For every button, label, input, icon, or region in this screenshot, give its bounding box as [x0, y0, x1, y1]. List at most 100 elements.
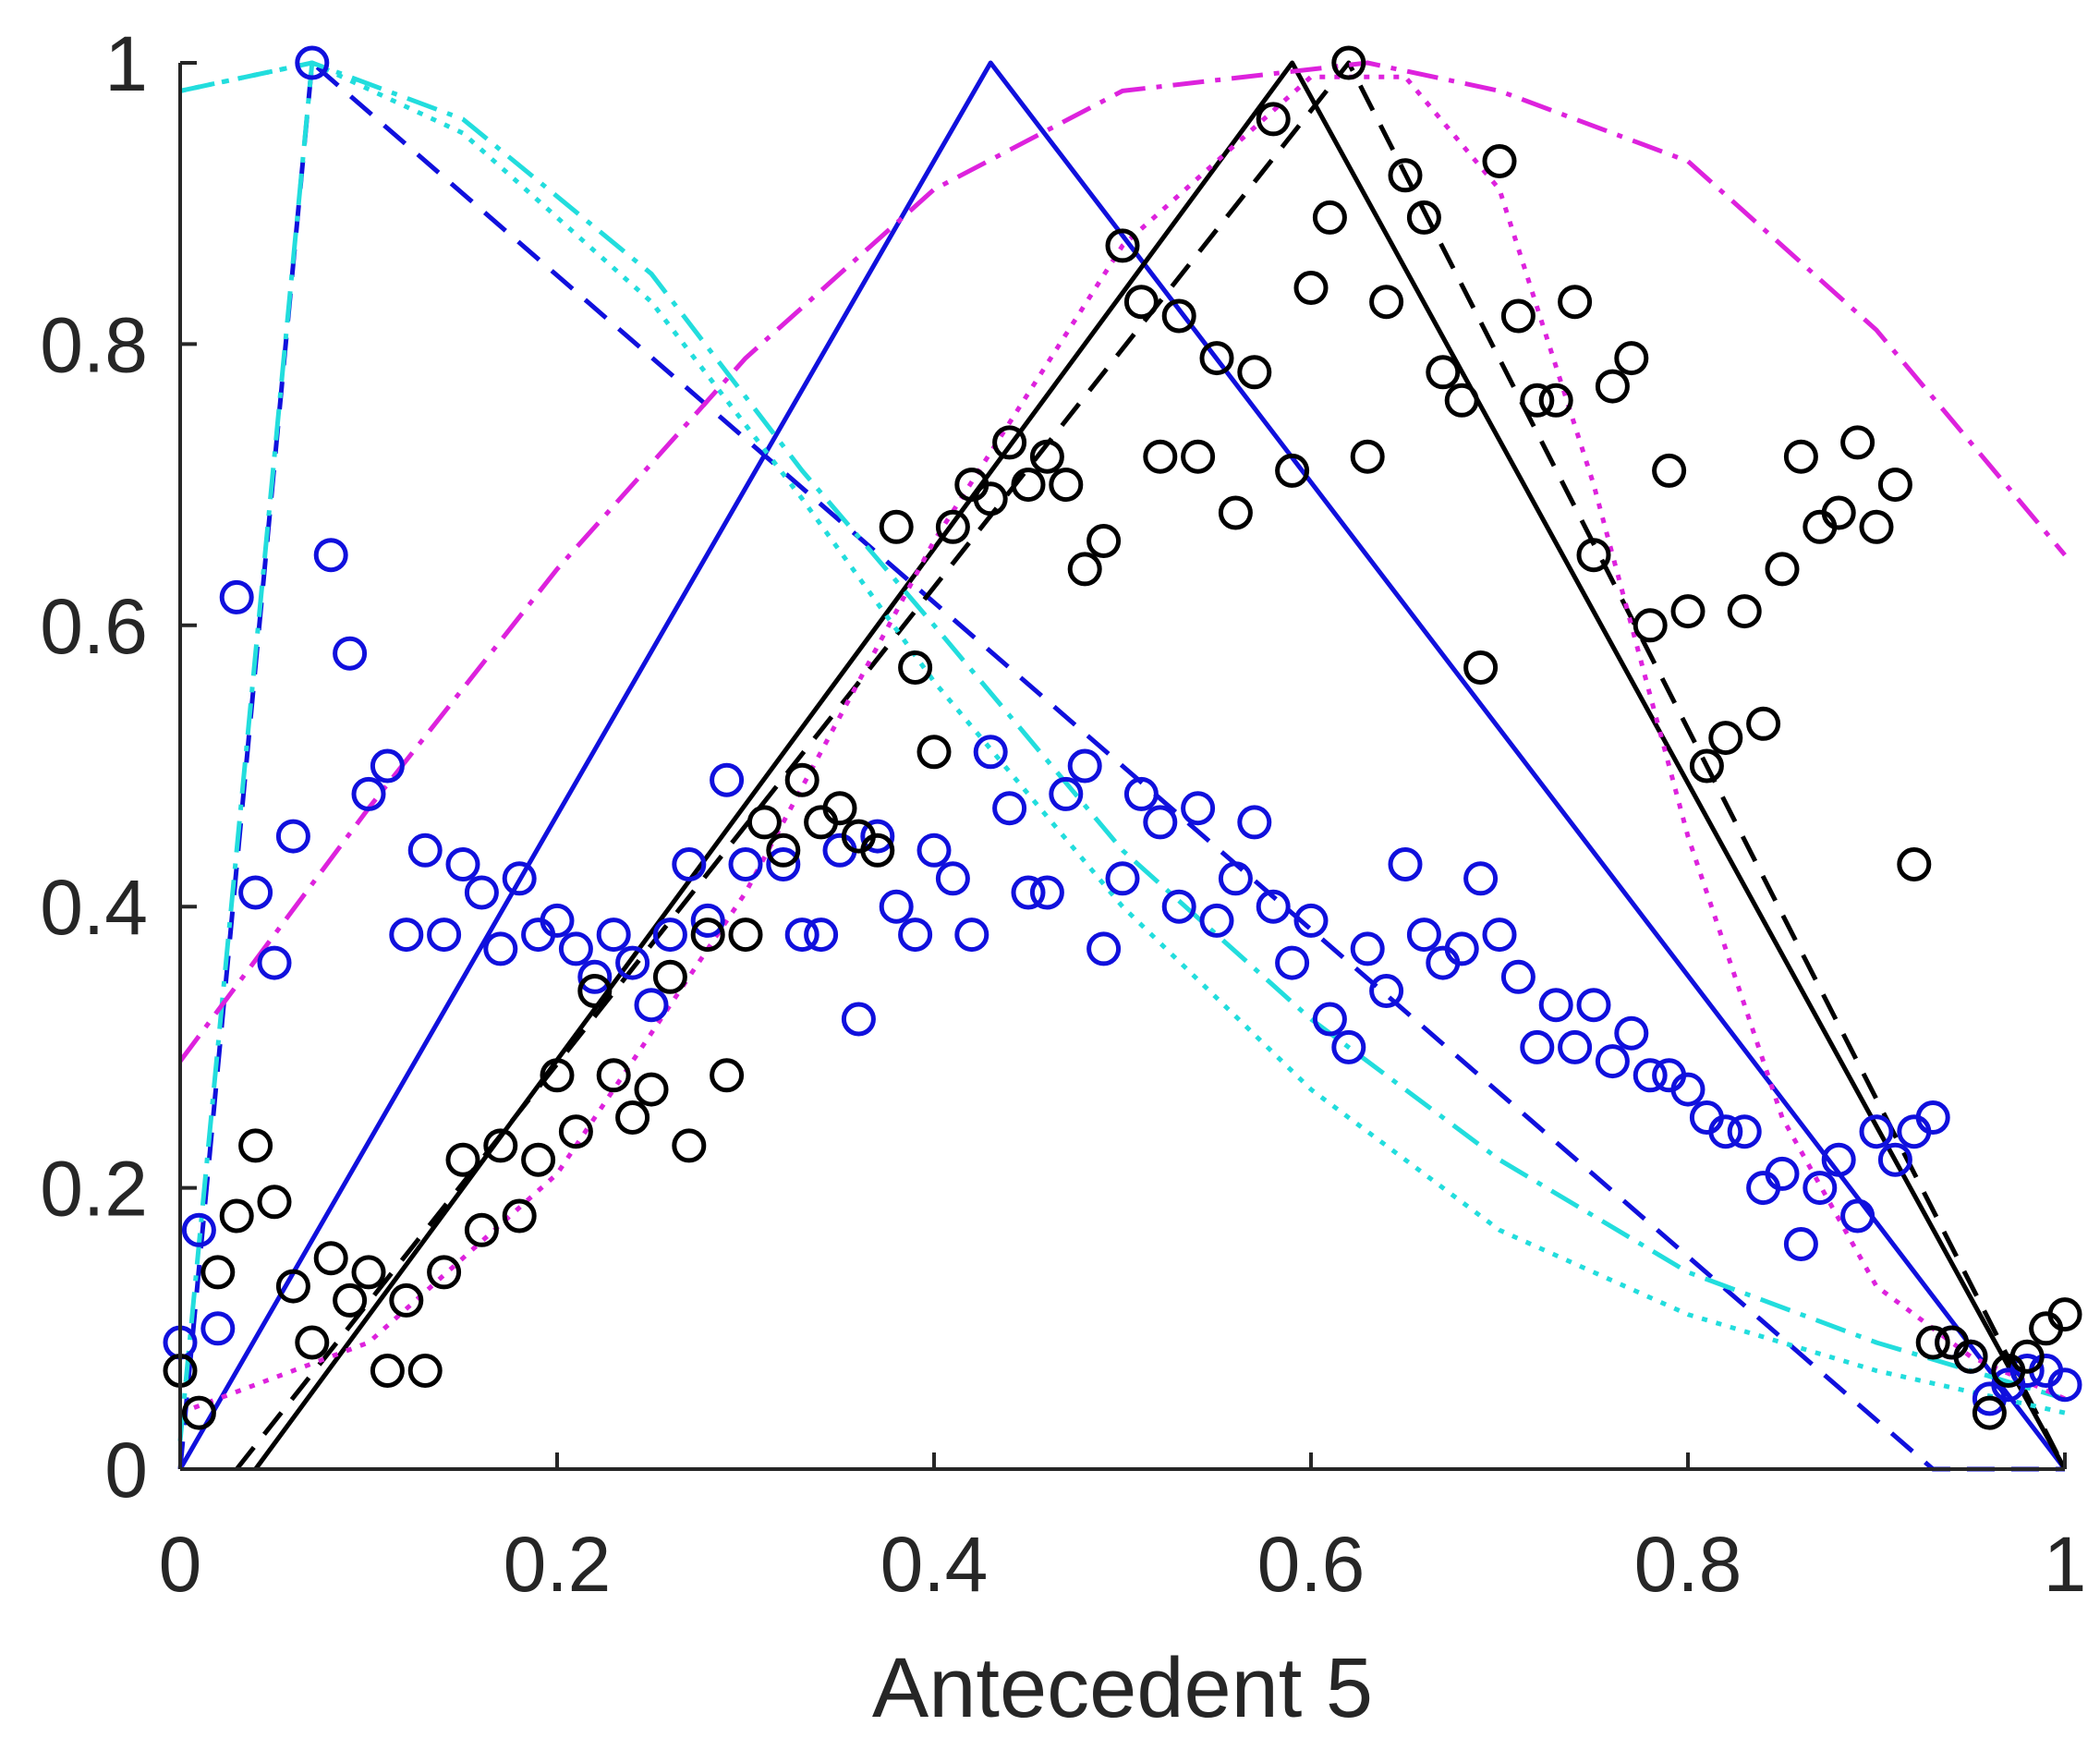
cyan-gaussian-2-line	[179, 60, 2066, 1416]
blue-data-point-36	[860, 819, 895, 854]
blue-data-point-21	[558, 931, 593, 966]
black-data-point-100	[2047, 1297, 2082, 1332]
cyan-steep-rise-line	[177, 62, 315, 1441]
black-data-point-5	[257, 1185, 292, 1220]
blue-data-point-18	[502, 861, 537, 896]
blue-data-point-81	[1708, 1114, 1743, 1149]
blue-data-point-4	[238, 875, 273, 910]
black-data-point-28	[690, 918, 725, 953]
black-solid-triangle-line	[253, 60, 2068, 1471]
blue-data-point-62	[1350, 931, 1385, 966]
black-data-point-15	[445, 1142, 480, 1177]
blue-data-point-43	[992, 791, 1027, 826]
blue-data-point-3	[219, 579, 254, 614]
blue-data-point-35	[841, 1002, 876, 1037]
black-data-point-58	[1256, 102, 1291, 137]
black-data-point-82	[1708, 721, 1743, 756]
black-data-point-89	[1840, 425, 1875, 460]
y-tick-label-1: 0.2	[40, 1146, 148, 1233]
black-data-point-35	[822, 791, 857, 826]
blue-data-point-55	[1218, 861, 1253, 896]
black-data-point-93	[1915, 1325, 1950, 1360]
x-tick-label-4: 0.8	[1634, 1521, 1742, 1608]
blue-data-point-65	[1406, 918, 1441, 953]
blue-data-point-79	[1670, 1072, 1705, 1107]
black-data-point-62	[1331, 45, 1366, 80]
series-layer	[163, 45, 2082, 1472]
blue-data-point-47	[1067, 748, 1102, 784]
black-data-point-67	[1426, 355, 1461, 390]
blue-data-point-13	[407, 832, 443, 868]
blue-data-point-67	[1444, 931, 1479, 966]
blue-data-point-84	[1765, 1156, 1800, 1191]
black-data-point-18	[502, 1198, 537, 1234]
black-data-point-77	[1614, 341, 1649, 376]
blue-data-point-25	[634, 988, 669, 1023]
black-data-point-51	[1123, 285, 1159, 320]
blue-data-point-33	[804, 918, 839, 953]
blue-data-point-20	[540, 903, 575, 938]
blue-data-point-74	[1576, 988, 1611, 1023]
black-data-point-74	[1558, 285, 1593, 320]
blue-data-point-23	[596, 918, 631, 953]
black-data-point-63	[1350, 439, 1385, 474]
black-data-point-38	[879, 509, 914, 544]
black-data-point-31	[747, 805, 782, 840]
black-data-point-8	[313, 1241, 348, 1276]
blue-data-point-59	[1293, 903, 1329, 938]
x-ticks: 0 0.2 0.4 0.6 0.8 1	[159, 1452, 2086, 1608]
black-data-point-2	[200, 1255, 236, 1290]
cyan-gaussian-1-line	[179, 60, 2066, 1402]
x-tick-label-2: 0.4	[880, 1521, 989, 1608]
blue-data-point-86	[1803, 1171, 1838, 1206]
black-data-point-40	[916, 735, 952, 770]
blue-data-point-44	[1011, 875, 1046, 910]
black-data-point-85	[1765, 552, 1800, 587]
black-data-point-61	[1312, 200, 1347, 235]
black-data-point-22	[577, 974, 613, 1008]
blue-data-point-2	[200, 1311, 236, 1346]
y-tick-label-2: 0.4	[40, 864, 148, 951]
black-data-point-88	[1821, 495, 1856, 530]
blue-data-point-63	[1369, 974, 1404, 1008]
black-data-point-55	[1199, 341, 1234, 376]
blue-data-point-14	[427, 918, 462, 953]
x-tick-label-0: 0	[159, 1521, 202, 1608]
blue-data-point-97	[2009, 1354, 2045, 1388]
blue-data-point-58	[1275, 945, 1310, 980]
blue-data-point-37	[879, 889, 914, 924]
black-data-point-20	[540, 1058, 575, 1093]
black-data-point-4	[238, 1128, 273, 1163]
blue-data-point-82	[1727, 1114, 1762, 1149]
black-data-point-24	[615, 1100, 650, 1135]
black-data-point-65	[1388, 158, 1423, 193]
magenta-narrow-gaussian-line	[179, 74, 2067, 1416]
black-data-point-86	[1783, 439, 1818, 474]
blue-data-point-51	[1143, 805, 1178, 840]
blue-data-point-56	[1237, 805, 1272, 840]
blue-data-point-26	[652, 918, 687, 953]
blue-data-point-48	[1086, 931, 1122, 966]
blue-data-point-75	[1595, 1044, 1630, 1079]
blue-data-point-9	[333, 636, 368, 671]
blue-data-point-90	[1877, 1142, 1912, 1177]
blue-data-point-60	[1312, 1002, 1347, 1037]
blue-data-point-64	[1388, 847, 1423, 881]
black-data-point-27	[672, 1128, 707, 1163]
blue-data-point-52	[1161, 889, 1196, 924]
blue-data-point-45	[1029, 875, 1064, 910]
y-ticks: 0 0.2 0.4 0.6 0.8 1	[40, 20, 197, 1513]
blue-data-point-32	[784, 918, 819, 953]
black-data-point-78	[1633, 608, 1668, 643]
blue-data-point-27	[672, 847, 707, 881]
blue-data-point-69	[1482, 918, 1517, 953]
black-data-point-25	[634, 1072, 669, 1107]
black-data-point-73	[1538, 383, 1573, 418]
blue-data-point-49	[1105, 861, 1140, 896]
black-data-point-12	[389, 1282, 424, 1318]
black-data-point-71	[1500, 298, 1536, 334]
black-data-point-29	[710, 1058, 745, 1093]
black-data-point-60	[1293, 271, 1329, 305]
black-data-point-7	[295, 1325, 330, 1360]
